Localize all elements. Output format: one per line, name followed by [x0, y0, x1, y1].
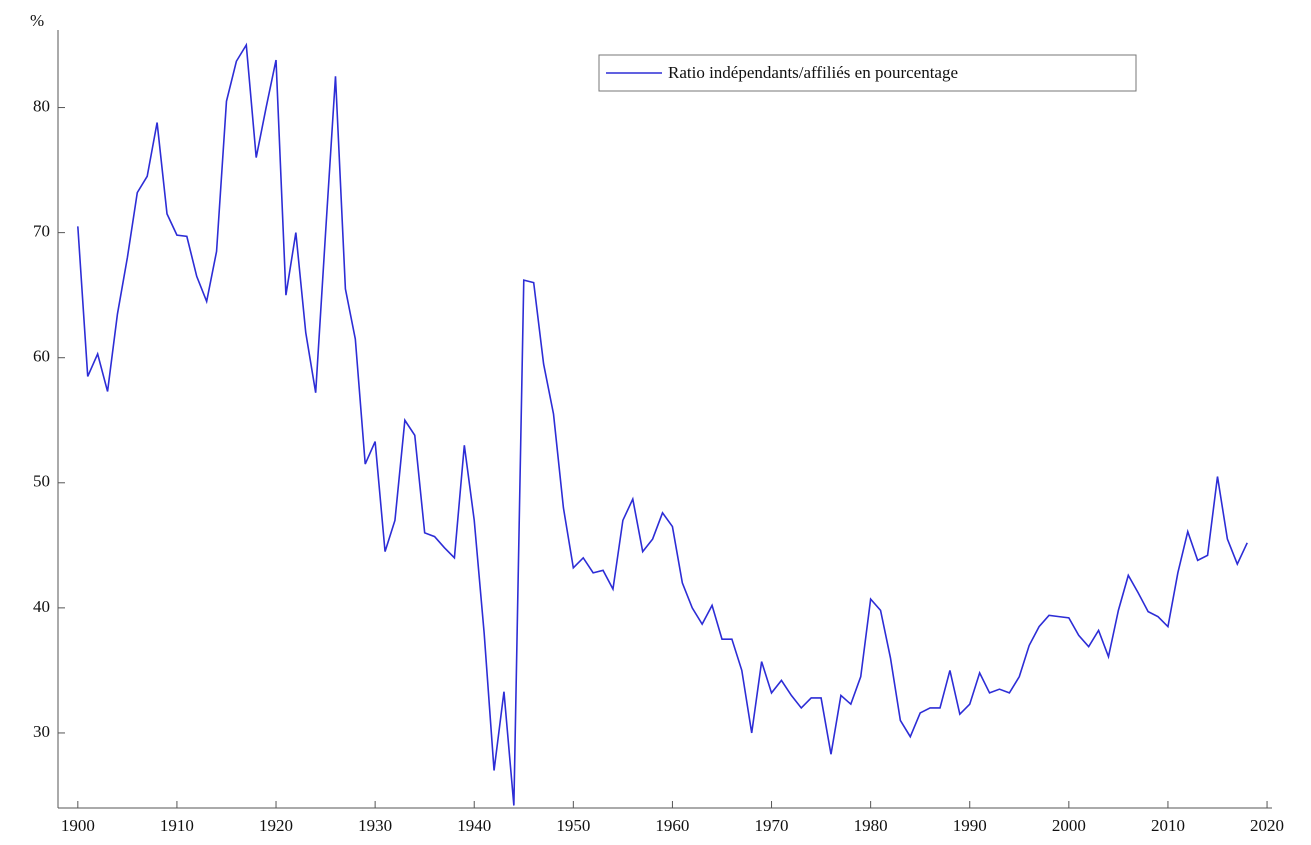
- legend-label: Ratio indépendants/affiliés en pourcenta…: [668, 63, 958, 82]
- x-tick-label: 1900: [61, 816, 95, 835]
- y-tick-label: 80: [33, 96, 50, 115]
- legend-box: [598, 54, 1137, 92]
- y-tick-label: 60: [33, 347, 50, 366]
- legend: Ratio indépendants/affiliés en pourcenta…: [598, 54, 1137, 92]
- x-tick-label: 1980: [854, 816, 888, 835]
- x-tick-label: 1950: [556, 816, 590, 835]
- x-tick-label: 1960: [655, 816, 689, 835]
- x-tick-label: 1970: [755, 816, 789, 835]
- x-tick-label: 1910: [160, 816, 194, 835]
- y-tick-label: 50: [33, 472, 50, 491]
- y-tick-label: 30: [33, 722, 50, 741]
- x-tick-label: 1990: [953, 816, 987, 835]
- x-tick-label: 1940: [457, 816, 491, 835]
- y-tick-label: 40: [33, 597, 50, 616]
- x-tick-label: 2020: [1250, 816, 1284, 835]
- y-axis-label: %: [30, 11, 44, 30]
- x-tick-label: 2010: [1151, 816, 1185, 835]
- data-line: [77, 42, 1248, 806]
- x-tick-label: 1930: [358, 816, 392, 835]
- y-tick-label: 70: [33, 222, 50, 241]
- x-tick-label: 1920: [259, 816, 293, 835]
- x-tick-label: 2000: [1052, 816, 1086, 835]
